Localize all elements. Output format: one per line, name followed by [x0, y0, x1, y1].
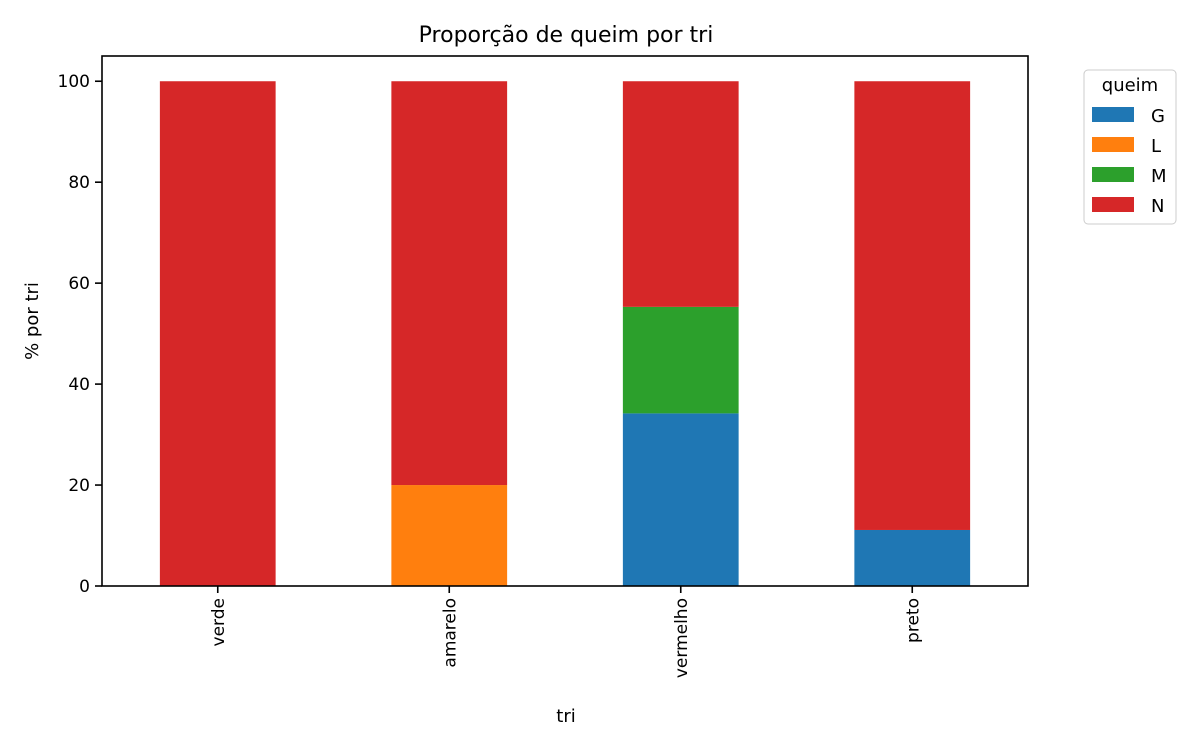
legend-swatch-M [1092, 167, 1134, 182]
legend-label-L: L [1151, 136, 1161, 157]
y-tick-label: 80 [68, 173, 90, 193]
legend-swatch-G [1092, 107, 1134, 122]
bar-preto-N [854, 81, 971, 530]
bar-vermelho-M [622, 306, 739, 414]
bar-vermelho-G [622, 413, 739, 586]
x-axis-ticks: verde amarelo vermelho preto [209, 586, 923, 678]
bar-amarelo-L [391, 485, 508, 586]
x-tick-label-vermelho: vermelho [672, 598, 692, 678]
legend-label-M: M [1151, 166, 1167, 187]
y-tick-label: 40 [68, 375, 90, 395]
bar-amarelo-N [391, 81, 508, 486]
bars [159, 81, 971, 586]
y-axis-ticks: 0 20 40 60 80 100 [58, 72, 102, 597]
legend-swatch-N [1092, 197, 1134, 212]
bar-verde-N [159, 81, 276, 586]
x-tick-label-verde: verde [209, 598, 229, 646]
x-tick-label-amarelo: amarelo [440, 598, 460, 668]
y-tick-label: 20 [68, 476, 90, 496]
y-tick-label: 0 [79, 577, 90, 597]
y-tick-label: 60 [68, 274, 90, 294]
chart-title: Proporção de queim por tri [419, 23, 714, 48]
legend-swatch-L [1092, 137, 1134, 152]
x-axis-label: tri [556, 706, 575, 727]
bar-preto-G [854, 529, 971, 586]
legend-label-N: N [1151, 196, 1164, 217]
legend-title: queim [1102, 75, 1158, 96]
legend-label-G: G [1151, 106, 1165, 127]
y-tick-label: 100 [58, 72, 90, 92]
y-axis-label: % por tri [22, 282, 43, 360]
bar-vermelho-N [622, 81, 739, 307]
plot-frame [101, 55, 1029, 587]
x-tick-label-preto: preto [903, 598, 923, 643]
